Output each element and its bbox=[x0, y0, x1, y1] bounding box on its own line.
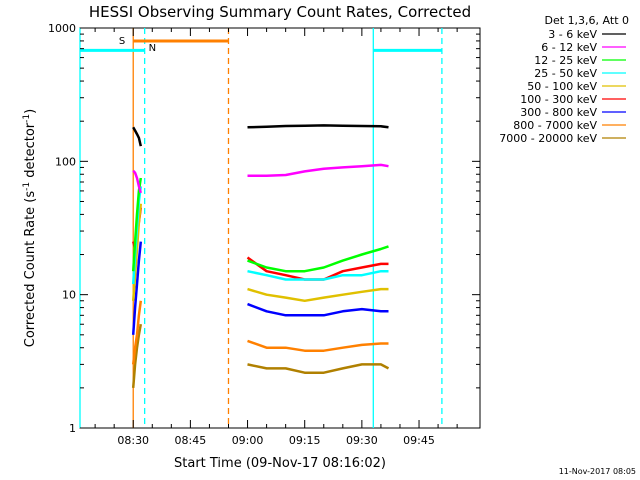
series-line bbox=[131, 300, 143, 365]
series-line bbox=[247, 302, 389, 317]
x-tick-label: 09:45 bbox=[403, 434, 435, 447]
legend-label: 800 - 7000 keV bbox=[513, 119, 597, 132]
y-axis-label-sup: -1 bbox=[22, 114, 32, 123]
y-axis-ticks: 1 10 100 1000 bbox=[48, 22, 480, 435]
y-tick-label: 10 bbox=[62, 289, 76, 302]
series-line bbox=[247, 124, 389, 129]
generation-timestamp: 11-Nov-2017 08:05 bbox=[559, 467, 636, 476]
series-line bbox=[247, 245, 389, 273]
legend-label: 100 - 300 keV bbox=[520, 93, 597, 106]
flag-bars: SN bbox=[119, 36, 229, 54]
legend-label: 25 - 50 keV bbox=[534, 67, 597, 80]
x-tick-label: 09:15 bbox=[289, 434, 321, 447]
y-axis-label-part: Corrected Count Rate (s bbox=[23, 191, 38, 348]
series-line bbox=[132, 169, 143, 194]
series-line bbox=[131, 323, 143, 389]
series-line bbox=[247, 287, 389, 303]
y-axis-label: Corrected Count Rate (s-1 detector-1) bbox=[22, 109, 38, 347]
y-tick-label: 1 bbox=[69, 422, 76, 435]
flag-label: N bbox=[149, 43, 156, 54]
legend-label: 300 - 800 keV bbox=[520, 106, 597, 119]
y-axis-label-sup: -1 bbox=[22, 182, 32, 191]
chart-title: HESSI Observing Summary Count Rates, Cor… bbox=[89, 3, 471, 21]
legend-title: Det 1,3,6, Att 0 bbox=[545, 14, 629, 27]
series-line bbox=[247, 269, 389, 281]
series-line bbox=[247, 163, 389, 177]
x-tick-label: 09:30 bbox=[346, 434, 378, 447]
series-layer bbox=[131, 124, 390, 389]
x-axis-ticks: 08:30 08:45 09:00 09:15 09:30 09:45 bbox=[94, 28, 458, 447]
series-line bbox=[132, 126, 143, 147]
y-axis-label-part: detector bbox=[23, 122, 38, 182]
series-line bbox=[247, 339, 389, 352]
series-line bbox=[247, 363, 390, 374]
flag-label: S bbox=[119, 36, 125, 47]
legend-label: 12 - 25 keV bbox=[534, 54, 597, 67]
x-tick-label: 08:45 bbox=[175, 434, 207, 447]
x-axis-label: Start Time (09-Nov-17 08:16:02) bbox=[174, 456, 386, 471]
legend-label: 50 - 100 keV bbox=[527, 80, 597, 93]
legend-label: 6 - 12 keV bbox=[541, 41, 597, 54]
series-line bbox=[131, 241, 143, 335]
y-tick-label: 1000 bbox=[48, 22, 76, 35]
legend-label: 7000 - 20000 keV bbox=[499, 132, 597, 145]
x-tick-label: 08:30 bbox=[117, 434, 149, 447]
x-tick-label: 09:00 bbox=[232, 434, 264, 447]
legend-label: 3 - 6 keV bbox=[548, 28, 597, 41]
y-axis-label-part: ) bbox=[23, 109, 38, 114]
y-tick-label: 100 bbox=[55, 155, 76, 168]
